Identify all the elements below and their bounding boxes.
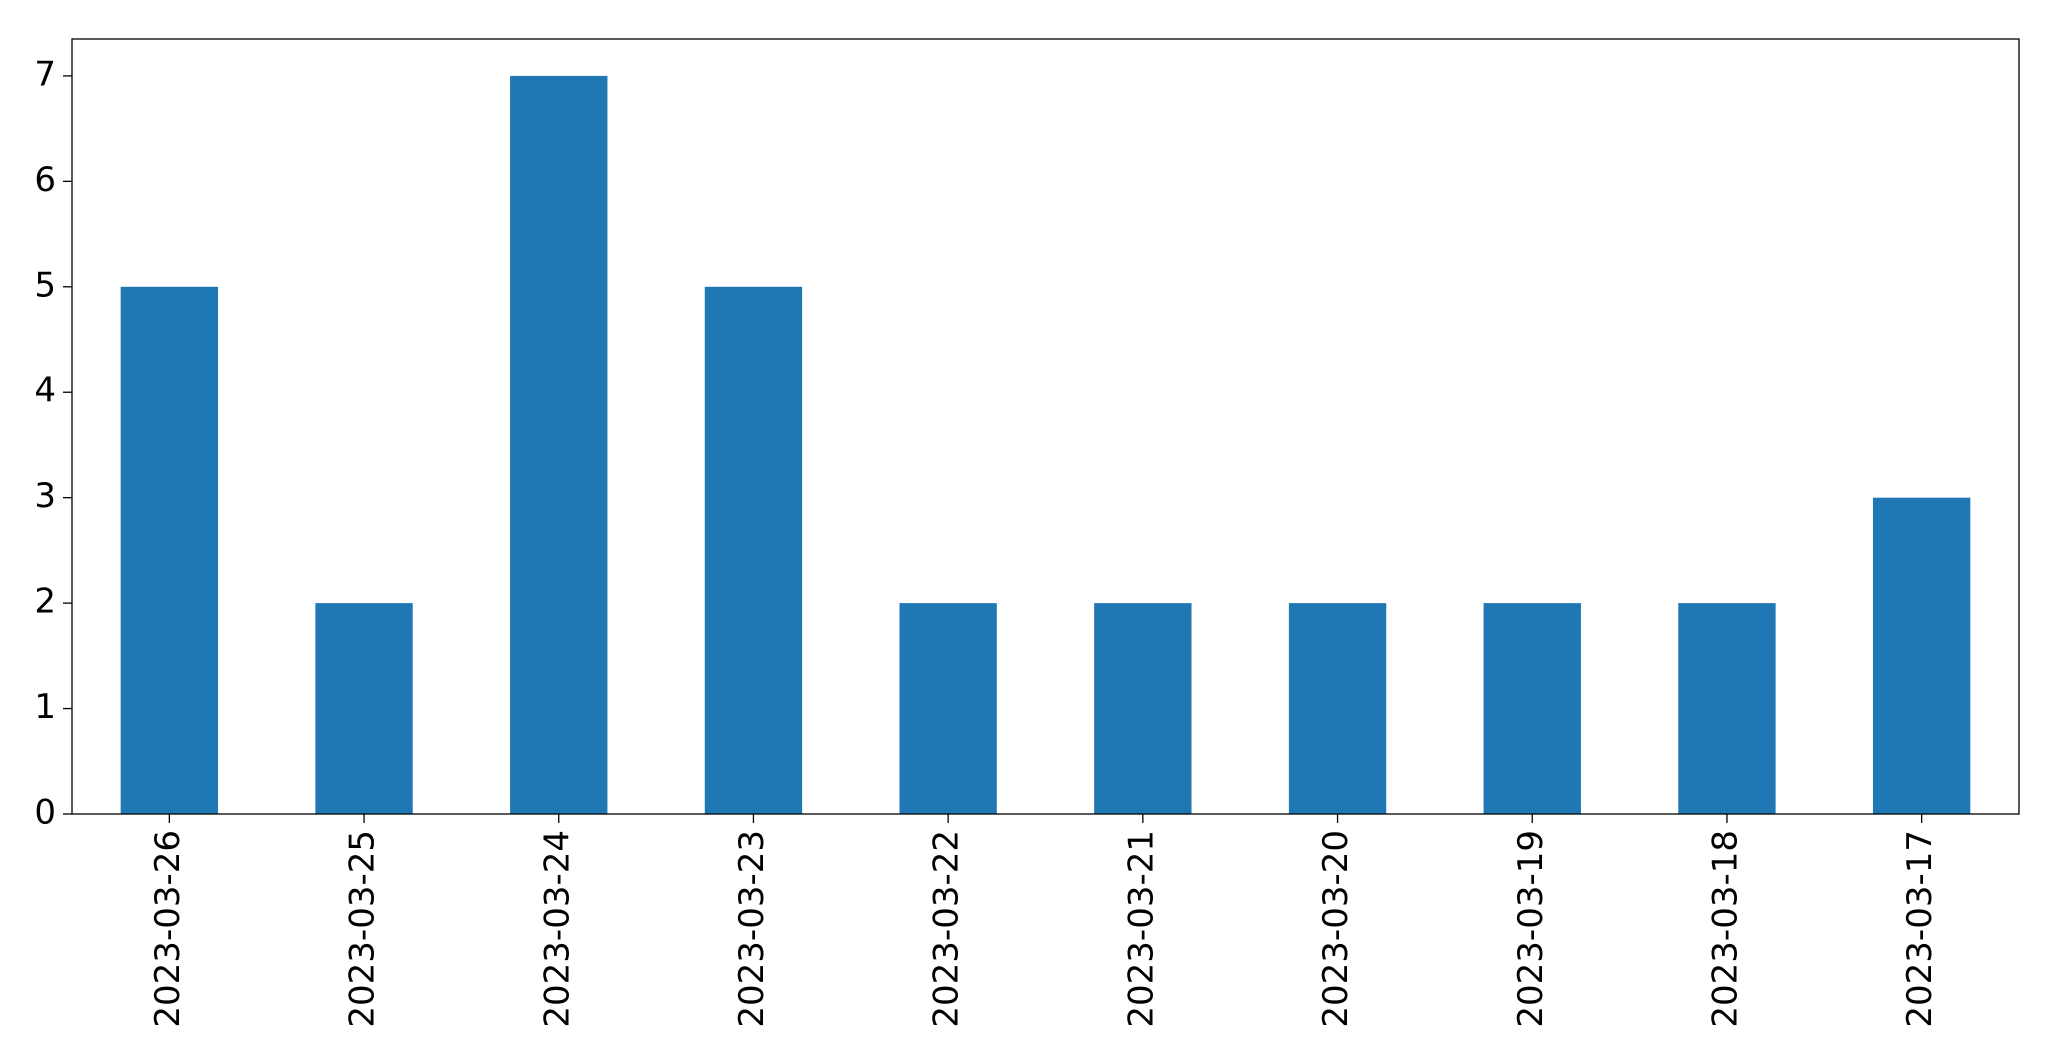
y-tick-label: 4 [34, 371, 56, 411]
bar [120, 286, 219, 814]
y-tick-label: 6 [34, 160, 56, 200]
x-tick-label: 2023-03-24 [537, 830, 577, 1028]
bar [1288, 603, 1387, 814]
y-tick-label: 0 [34, 793, 56, 833]
bar [899, 603, 997, 814]
x-tick-label: 2023-03-21 [1121, 830, 1161, 1028]
y-tick-label: 1 [34, 687, 56, 727]
x-tick-label: 2023-03-23 [732, 830, 772, 1028]
bar [1872, 497, 1971, 814]
y-tick-label: 3 [34, 476, 56, 516]
x-tick-label: 2023-03-19 [1511, 830, 1551, 1028]
x-tick-label: 2023-03-20 [1316, 830, 1356, 1028]
y-tick-label: 5 [34, 265, 56, 305]
bar [1094, 603, 1192, 814]
bar [1483, 603, 1581, 814]
bar [510, 75, 608, 814]
bar [704, 286, 803, 814]
x-tick-label: 2023-03-26 [148, 830, 188, 1028]
x-tick-label: 2023-03-18 [1705, 830, 1745, 1028]
bar [1678, 603, 1776, 814]
x-tick-label: 2023-03-17 [1900, 830, 1940, 1028]
y-tick-label: 2 [34, 582, 56, 622]
bar [315, 603, 413, 814]
y-tick-label: 7 [34, 54, 56, 94]
x-tick-label: 2023-03-25 [343, 830, 383, 1028]
x-tick-label: 2023-03-22 [927, 830, 967, 1028]
plot-frame [71, 38, 2020, 815]
